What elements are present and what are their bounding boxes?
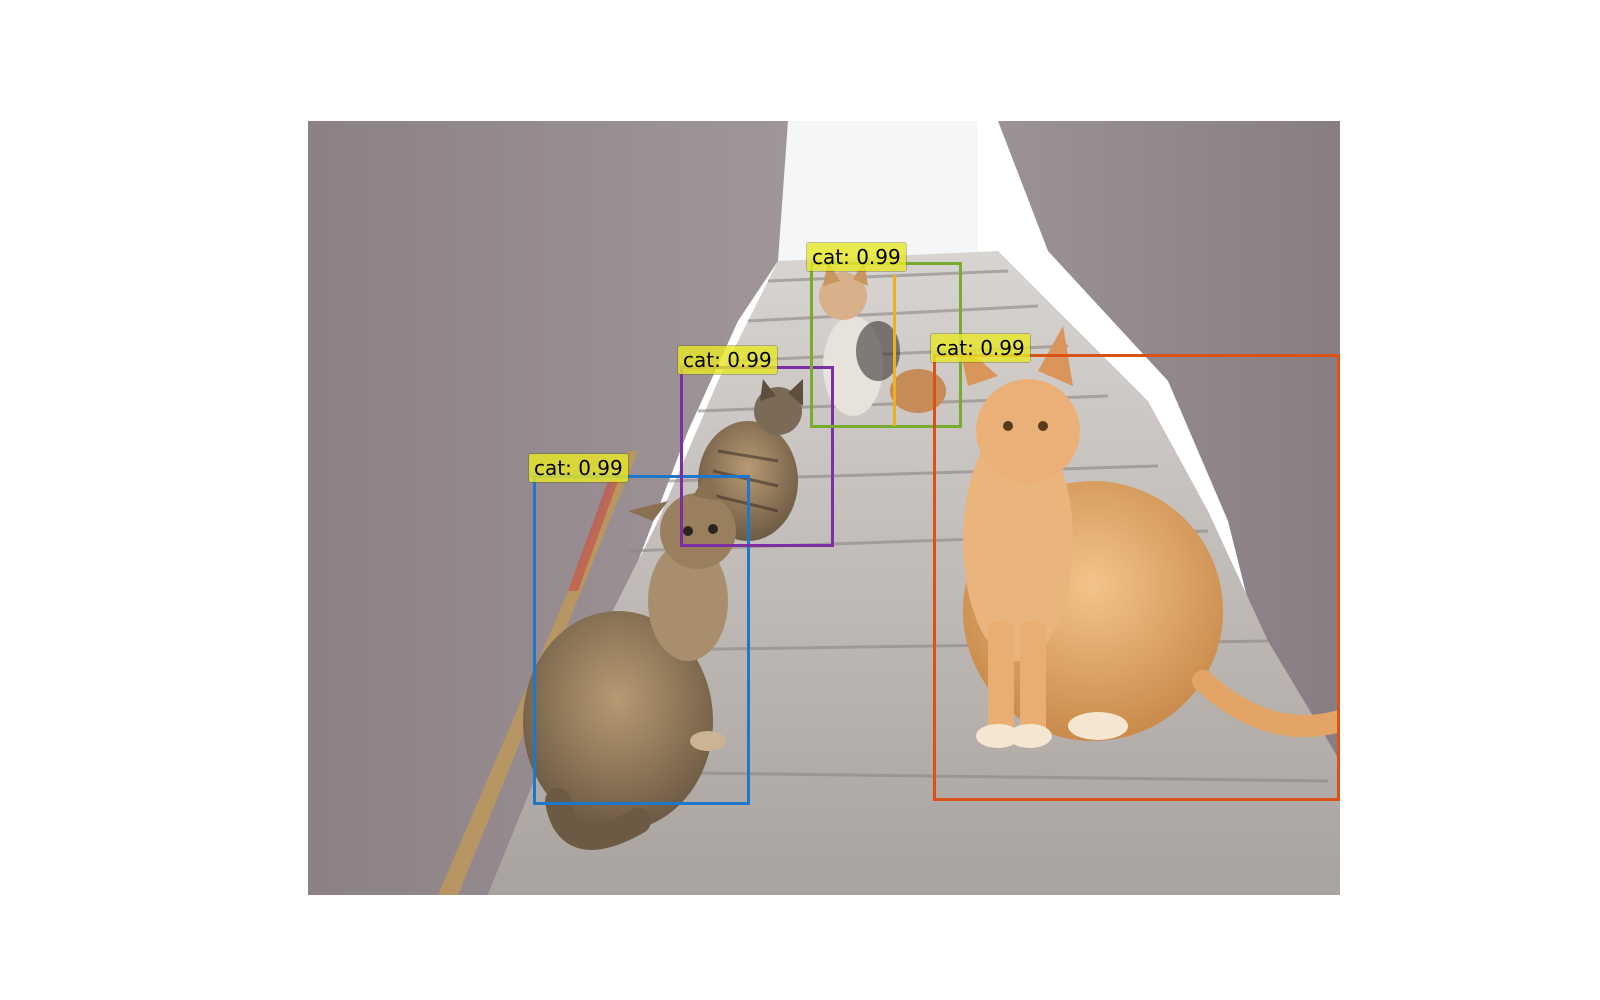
cat-bbox-left xyxy=(533,475,750,805)
photo-scene xyxy=(308,121,1340,895)
cat-label-top: cat: 0.99 xyxy=(807,243,906,271)
cat-label-right: cat: 0.99 xyxy=(931,334,1030,362)
cat-bbox-top-partial xyxy=(893,275,962,426)
cat-label-left: cat: 0.99 xyxy=(529,454,628,482)
cat-label-middle: cat: 0.99 xyxy=(678,346,777,374)
cat-bbox-right xyxy=(933,354,1340,801)
cats-on-stairs-photo xyxy=(308,121,1340,895)
